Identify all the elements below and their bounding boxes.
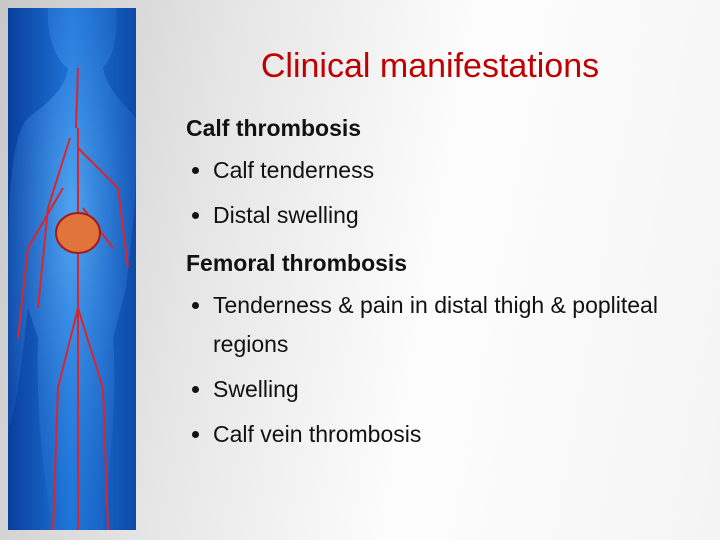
- section-heading: Calf thrombosis: [186, 115, 362, 141]
- section-heading: Femoral thrombosis: [186, 250, 408, 276]
- anatomy-illustration: [8, 8, 136, 530]
- bullet-item: Calf vein thrombosis: [213, 415, 670, 460]
- slide-title: Clinical manifestations: [260, 47, 600, 85]
- bullet-item: Tenderness & pain in distal thigh & popl…: [213, 286, 670, 370]
- slide-body: Calf thrombosis Calf tendernessDistal swe…: [186, 106, 670, 460]
- bullet-item: Swelling: [213, 370, 670, 415]
- bullet-list: Tenderness & pain in distal thigh & popl…: [186, 286, 670, 460]
- bullet-item: Calf tenderness: [213, 151, 670, 196]
- bullet-item: Distal swelling: [213, 196, 670, 241]
- bullet-list: Calf tendernessDistal swelling: [186, 151, 670, 241]
